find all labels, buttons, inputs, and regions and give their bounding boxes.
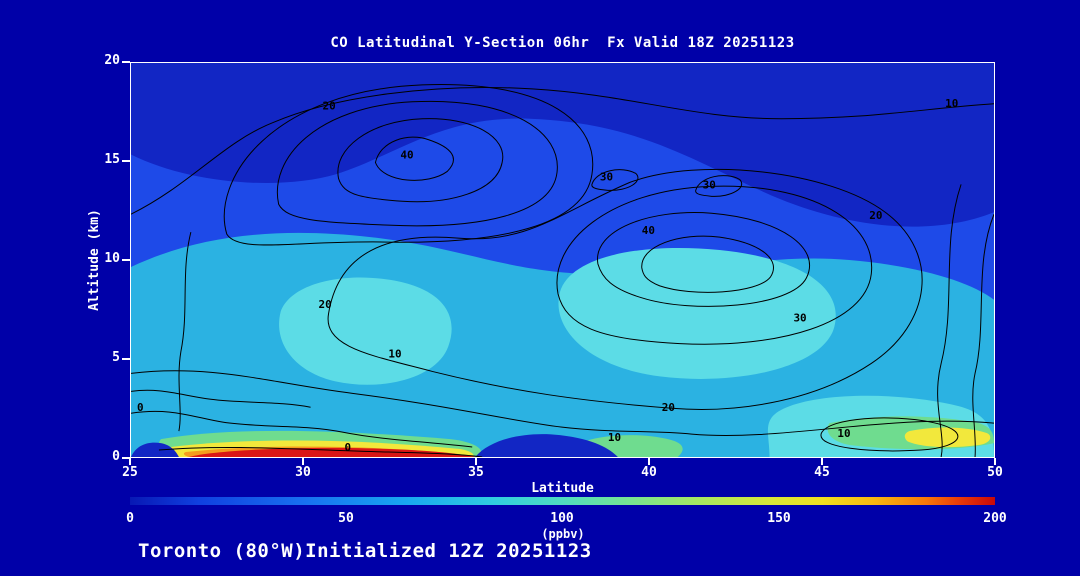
contour-label-0: 0 (137, 401, 144, 414)
plot-area: 40 20 30 30 10 40 30 20 20 20 10 10 10 0… (130, 62, 995, 458)
contour-label-10: 10 (945, 97, 958, 110)
x-tick-label: 40 (641, 465, 657, 480)
y-tick-label: 10 (104, 251, 120, 266)
colorbar-tick-label: 100 (550, 511, 574, 526)
contour-label-40: 40 (400, 149, 413, 162)
y-tick (122, 259, 130, 261)
x-tick (475, 458, 477, 465)
contour-label-20: 20 (662, 401, 675, 414)
x-tick (994, 458, 996, 465)
page-title: CO Latitudinal Y-Section 06hr Fx Valid 1… (330, 35, 795, 51)
y-tick-label: 0 (112, 449, 120, 464)
colorbar-tick-label: 200 (983, 511, 1007, 526)
contour-line-30-small-b (695, 175, 742, 197)
y-tick (122, 457, 130, 459)
contour-label-20: 20 (869, 209, 882, 222)
contour-line-30-middle (556, 185, 873, 345)
contour-line-20-upperleft (276, 100, 558, 227)
contour-line-40-inner (641, 235, 774, 293)
fill-region-deep-bottom-notch (475, 434, 618, 457)
contour-label-30: 30 (793, 312, 806, 325)
x-tick-label: 25 (122, 465, 138, 480)
contour-label-30: 30 (600, 170, 613, 183)
x-tick-label: 35 (468, 465, 484, 480)
colorbar-tick-label: 0 (126, 511, 134, 526)
contour-line-0-bottomleft-a (131, 410, 473, 448)
contour-label-0: 0 (345, 441, 352, 454)
contour-line-right-a (937, 184, 962, 457)
x-tick (648, 458, 650, 465)
contour-line-10-bottomright-loop (820, 417, 959, 452)
x-tick (821, 458, 823, 465)
colorbar-gradient (130, 497, 995, 505)
y-tick (122, 358, 130, 360)
contour-line-40-upperleft (374, 136, 454, 181)
fill-region-deep-top (131, 63, 994, 227)
x-tick (302, 458, 304, 465)
footer-init-text: Toronto (80°W)Initialized 12Z 20251123 (138, 540, 592, 562)
colorbar-tick-label: 150 (767, 511, 791, 526)
x-tick (129, 458, 131, 465)
y-tick-label: 5 (112, 350, 120, 365)
contour-label-40: 40 (642, 224, 655, 237)
contour-line-20-big (327, 168, 923, 410)
contour-label-10: 10 (608, 431, 621, 444)
y-tick (122, 61, 130, 63)
fill-region-lightcyan-left (279, 277, 452, 385)
y-tick-label: 20 (104, 53, 120, 68)
contour-line-30-upperleft (337, 118, 504, 203)
x-tick-label: 45 (814, 465, 830, 480)
contour-line-40-middle (597, 212, 811, 307)
contour-label-20: 20 (319, 298, 332, 311)
fill-region-yellow-right (904, 427, 991, 448)
colorbar-tick-label: 50 (338, 511, 354, 526)
contour-label-20: 20 (323, 100, 336, 113)
colorbar-unit-label: (ppbv) (541, 527, 585, 541)
y-tick-label: 15 (104, 152, 120, 167)
contour-label-10: 10 (837, 427, 850, 440)
contour-label-10: 10 (388, 348, 401, 361)
contour-line-0-bottomleft-b (158, 446, 483, 457)
x-tick-label: 50 (987, 465, 1003, 480)
contour-line-30-small-a (591, 169, 639, 191)
contour-line-10-top (131, 87, 994, 215)
x-axis-title: Latitude (531, 481, 594, 496)
contour-line-left (178, 232, 192, 432)
contour-line-10-upperleft (223, 84, 594, 246)
contour-line-10-lower (131, 370, 994, 437)
fill-region-deep-bottom-left (131, 442, 179, 457)
contour-field: 40 20 30 30 10 40 30 20 20 20 10 10 10 0… (131, 63, 994, 457)
contour-label-30: 30 (703, 178, 716, 191)
x-tick-label: 30 (295, 465, 311, 480)
y-tick (122, 160, 130, 162)
contour-line-bottomleft-c (131, 389, 311, 408)
contour-line-right-b (972, 214, 994, 457)
fill-region-red (188, 447, 476, 457)
